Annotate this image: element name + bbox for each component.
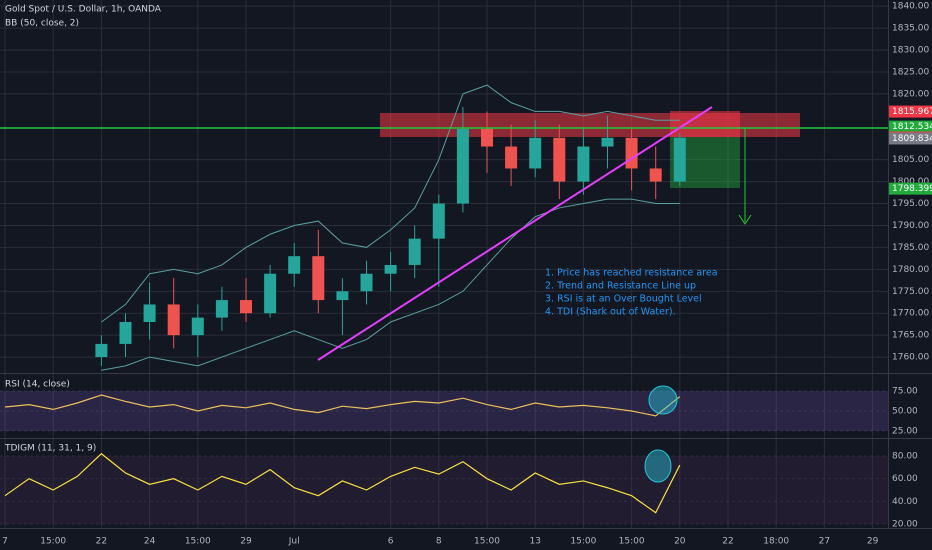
x-tick-label: 15:00 xyxy=(474,537,500,547)
candle-body xyxy=(312,256,325,301)
candle-body xyxy=(191,317,204,336)
x-tick-label: 20 xyxy=(674,537,686,547)
candle-body xyxy=(119,321,132,344)
annotation: 3. RSI is at an Over Bought Level xyxy=(545,294,702,305)
y-tick-label: 1770.00 xyxy=(892,309,929,319)
y-tick-label: 50.00 xyxy=(892,407,918,417)
candle-body xyxy=(408,238,421,265)
y-tick-label: 75.00 xyxy=(892,387,918,397)
marks-layer xyxy=(4,84,686,514)
tdi-band xyxy=(0,456,888,524)
y-tick-label: 1775.00 xyxy=(892,287,929,297)
y-tick-label: 1795.00 xyxy=(892,199,929,209)
bollinger-band xyxy=(101,198,680,371)
tdi-highlight xyxy=(644,449,672,483)
y-tick-label: 60.00 xyxy=(892,474,918,484)
price-tag xyxy=(889,120,932,133)
candle-body xyxy=(529,137,542,169)
arrow-head xyxy=(738,214,752,225)
x-tick-label: 29 xyxy=(867,537,879,547)
candle-body xyxy=(673,137,686,182)
candle-body xyxy=(215,300,228,318)
x-tick-label: Jul xyxy=(288,537,300,547)
x-tick-label: 27 xyxy=(819,537,830,547)
price-tag-label: 1815.967 xyxy=(892,107,932,117)
tdi-legend: TDIGM (11, 31, 1, 9) xyxy=(4,444,96,454)
candle-body xyxy=(384,264,397,274)
y-tick-label: 1760.00 xyxy=(892,353,929,363)
y-tick-label: 1780.00 xyxy=(892,265,929,275)
candle-body xyxy=(240,300,252,314)
indicator-line xyxy=(4,394,681,417)
y-tick-label: 1800.00 xyxy=(892,177,929,187)
price-tag-label: 1809.834 xyxy=(892,134,932,144)
x-tick-label: 15:00 xyxy=(40,537,66,547)
candle-body xyxy=(456,128,469,204)
price-tag-label: 1812.534 xyxy=(892,122,932,132)
candle-body xyxy=(481,128,493,147)
candle-body xyxy=(577,146,590,182)
candle-body xyxy=(143,304,156,322)
rsi-legend: RSI (14, close) xyxy=(5,380,70,390)
x-tick-label: 15:00 xyxy=(185,537,211,547)
x-tick-label: 22 xyxy=(96,537,107,547)
price-tag xyxy=(889,105,932,118)
candle-body xyxy=(167,304,180,336)
x-tick-label: 8 xyxy=(436,537,442,547)
candle-body xyxy=(553,137,566,182)
rsi-band xyxy=(0,391,888,431)
y-tick-label: 25.00 xyxy=(892,427,918,437)
y-tick-label: 20.00 xyxy=(892,520,918,530)
x-tick-label: 6 xyxy=(388,537,394,547)
x-tick-label: 7 xyxy=(2,537,8,547)
annotation: 4. TDI (Shark out of Water). xyxy=(545,307,676,318)
x-tick-label: 18:00 xyxy=(763,537,789,547)
y-tick-label: 1825.00 xyxy=(892,67,929,77)
y-tick-label: 80.00 xyxy=(892,451,918,461)
bollinger-band xyxy=(101,84,680,323)
y-tick-label: 1840.00 xyxy=(892,2,929,12)
trend-line xyxy=(317,106,713,361)
candle-body xyxy=(601,137,614,147)
indicator-line xyxy=(4,452,681,514)
candle-body xyxy=(360,273,373,292)
x-tick-label: 22 xyxy=(722,537,733,547)
y-tick-label: 1785.00 xyxy=(892,243,929,253)
candle-body xyxy=(625,137,638,169)
x-tick-label: 15:00 xyxy=(619,537,645,547)
rsi-highlight xyxy=(648,385,678,415)
y-tick-label: 1765.00 xyxy=(892,331,929,341)
price-tag-label: 1798.399 xyxy=(892,184,932,194)
x-tick-label: 24 xyxy=(144,537,156,547)
annotation: 2. Trend and Resistance Line up xyxy=(545,281,696,292)
price-tag xyxy=(889,132,932,145)
candle-body xyxy=(336,291,349,301)
y-tick-label: 1820.00 xyxy=(892,89,929,99)
annotation: 1. Price has reached resistance area xyxy=(545,268,718,279)
candle-body xyxy=(505,146,518,169)
price-tag xyxy=(889,182,932,195)
bb-legend: BB (50, close, 2) xyxy=(5,19,79,29)
x-tick-label: 13 xyxy=(529,537,540,547)
y-tick-label: 40.00 xyxy=(892,497,918,507)
x-tick-label: 15:00 xyxy=(570,537,596,547)
candle-body xyxy=(288,256,301,274)
grid-layer xyxy=(0,0,888,528)
candle-body xyxy=(649,168,662,182)
symbol-title: Gold Spot / U.S. Dollar, 1h, OANDA xyxy=(5,5,162,15)
x-tick-label: 29 xyxy=(240,537,252,547)
y-tick-label: 1790.00 xyxy=(892,221,929,231)
candle-body xyxy=(264,273,277,314)
candle-body xyxy=(432,203,445,239)
y-tick-label: 1805.00 xyxy=(892,155,929,165)
candle-body xyxy=(95,343,108,358)
stop-zone xyxy=(670,111,740,137)
y-tick-label: 1830.00 xyxy=(892,46,929,56)
y-tick-label: 1835.00 xyxy=(892,24,929,34)
